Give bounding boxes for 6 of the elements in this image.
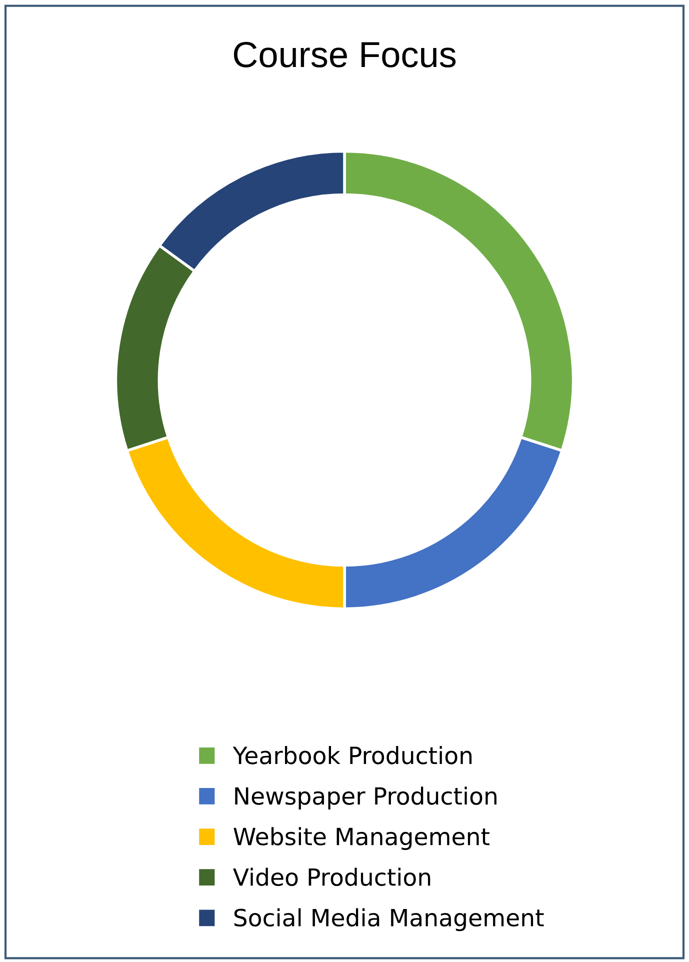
- chart-title: Course Focus: [234, 42, 456, 68]
- legend-label: Social Media Management: [234, 908, 544, 932]
- legend-label: Yearbook Production: [232, 746, 472, 764]
- legend-label: Website Management: [234, 827, 490, 850]
- legend-label: Newspaper Production: [235, 786, 496, 810]
- legend-label: Video Production: [233, 868, 430, 886]
